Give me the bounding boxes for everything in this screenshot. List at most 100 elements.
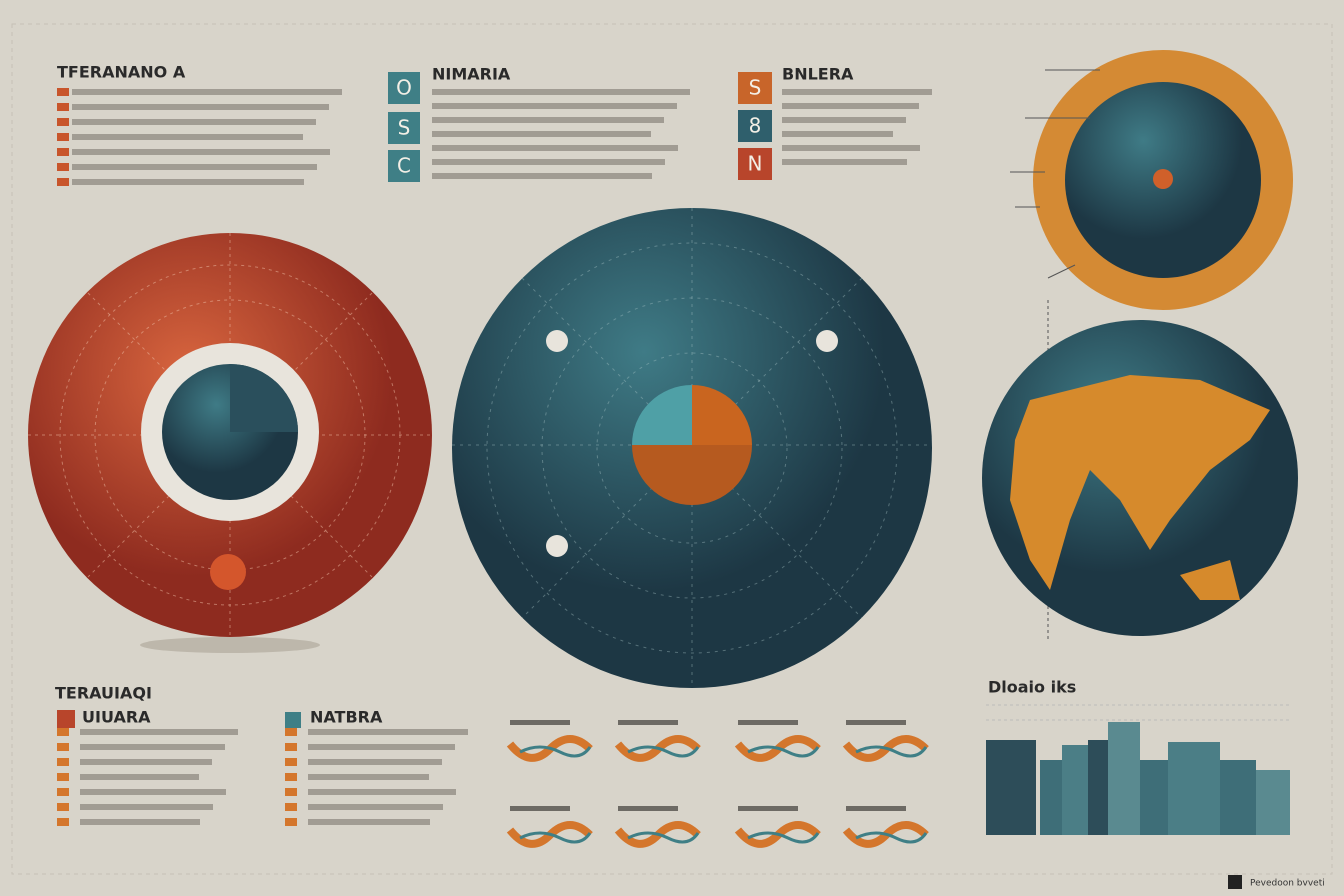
- bullet: [57, 728, 69, 736]
- icon-box: [285, 712, 301, 728]
- text-line: [308, 819, 430, 825]
- bullet: [57, 818, 69, 826]
- icon-box: [388, 112, 420, 144]
- text-line: [782, 103, 919, 109]
- mini-chart: [519, 745, 592, 758]
- marker: [546, 330, 568, 352]
- bullet: [57, 103, 69, 111]
- section-title: TERAUIAQI: [55, 684, 152, 703]
- bullet: [285, 758, 297, 766]
- text-line: [80, 819, 200, 825]
- text-line: [72, 119, 316, 125]
- marker: [210, 554, 246, 590]
- text-line: [72, 164, 317, 170]
- text-line: [72, 149, 330, 155]
- bullet: [57, 788, 69, 796]
- frame: [11, 23, 1333, 875]
- mini-chart: [627, 745, 700, 758]
- bar-panel: [986, 704, 1290, 835]
- text-line: [782, 117, 906, 123]
- icon-box: [57, 710, 75, 728]
- text-line: [782, 89, 932, 95]
- bullet: [57, 133, 69, 141]
- icon-box: [738, 110, 772, 142]
- list-title: UIUARA: [82, 708, 151, 727]
- bullet: [285, 818, 297, 826]
- panel-title: BNLERA: [782, 65, 854, 84]
- bullet: [57, 773, 69, 781]
- text-line: [80, 789, 226, 795]
- text-line: [432, 89, 690, 95]
- pie-slice: [632, 385, 692, 445]
- bullet: [57, 118, 69, 126]
- icon-label: C: [397, 154, 411, 178]
- icon-box: [738, 148, 772, 180]
- text-line: [738, 806, 798, 811]
- text-line: [738, 720, 798, 725]
- panel-title: Dloaio iks: [988, 678, 1076, 697]
- pie-slice: [632, 445, 752, 505]
- mini-chart: [855, 745, 928, 758]
- bullet: [285, 728, 297, 736]
- title: TFERANANO A: [57, 63, 186, 82]
- icon-label: 8: [749, 114, 762, 138]
- text-line: [432, 131, 651, 137]
- text-line: [782, 159, 907, 165]
- bullet: [285, 743, 297, 751]
- mini-chart: [747, 745, 820, 758]
- bullet: [285, 803, 297, 811]
- text-line: [308, 744, 455, 750]
- icon-box: [388, 150, 420, 182]
- text-line: [80, 744, 225, 750]
- text-line: [308, 774, 429, 780]
- text-line: [846, 806, 906, 811]
- icon-label: O: [396, 76, 412, 100]
- pie-slice: [692, 385, 752, 445]
- mini-chart: [855, 831, 928, 844]
- bullet: [57, 163, 69, 171]
- icon-box: [388, 72, 420, 104]
- text-line: [510, 720, 570, 725]
- text-line: [308, 759, 442, 765]
- marker: [816, 330, 838, 352]
- bullet: [57, 178, 69, 186]
- landmass: [1180, 560, 1240, 600]
- mini-chart: [519, 831, 592, 844]
- marker: [1153, 169, 1173, 189]
- landmass: [1010, 375, 1270, 590]
- text-line: [72, 179, 304, 185]
- text-line: [510, 806, 570, 811]
- footer-text: Pevedoon bvveti: [1250, 879, 1325, 889]
- mini-chart: [627, 831, 700, 844]
- panel-title: NIMARIA: [432, 65, 511, 84]
- text-line: [72, 89, 342, 95]
- logo: [1228, 875, 1242, 889]
- text-line: [432, 117, 664, 123]
- shadow: [140, 637, 320, 653]
- text-line: [308, 729, 468, 735]
- core-quadrant: [230, 364, 298, 432]
- text-line: [846, 720, 906, 725]
- text-line: [618, 806, 678, 811]
- mini-chart: [747, 831, 820, 844]
- text-line: [80, 729, 238, 735]
- text-line: [618, 720, 678, 725]
- text-line: [80, 774, 199, 780]
- text-line: [782, 145, 920, 151]
- marker: [546, 535, 568, 557]
- icon-label: N: [748, 152, 763, 176]
- icon-box: [738, 72, 772, 104]
- text-line: [80, 759, 212, 765]
- text-line: [432, 159, 665, 165]
- text-line: [432, 103, 677, 109]
- icon-label: S: [398, 116, 411, 140]
- text-line: [308, 789, 456, 795]
- text-line: [72, 134, 303, 140]
- list-title: NATBRA: [310, 708, 383, 727]
- text-line: [80, 804, 213, 810]
- bullet: [285, 773, 297, 781]
- icon-label: S: [749, 76, 762, 100]
- text-line: [782, 131, 893, 137]
